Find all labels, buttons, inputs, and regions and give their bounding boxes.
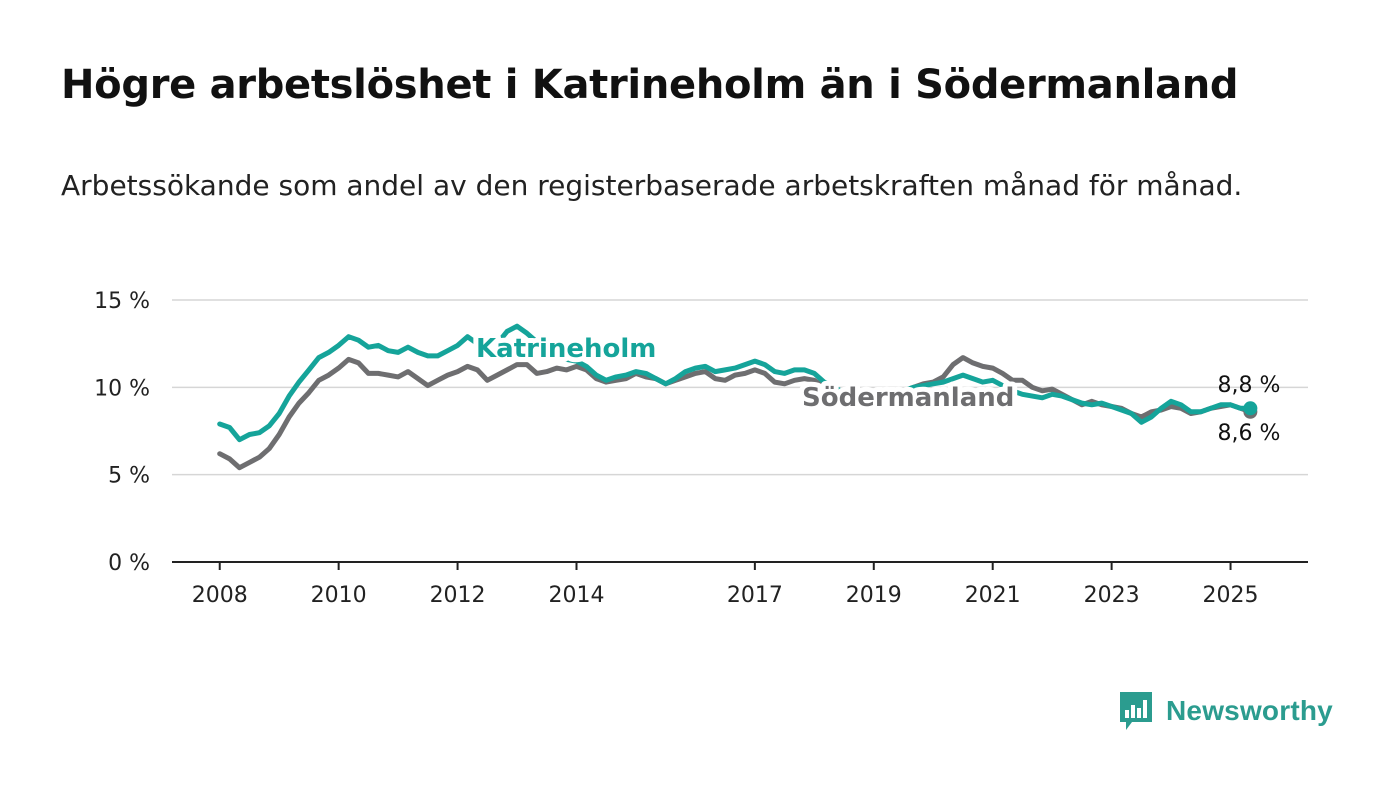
y-tick-label: 0 % (108, 551, 150, 576)
series-labels: KatrineholmKatrineholmSödermanlandSöderm… (471, 329, 1280, 446)
chart-subtitle: Arbetssökande som andel av den registerb… (61, 169, 1243, 202)
x-tick-label: 2025 (1203, 583, 1259, 608)
end-label-sodermanland: 8,6 % (1217, 421, 1280, 446)
series-label-halo: Katrineholm (476, 334, 656, 364)
x-tick-label: 2008 (192, 583, 248, 608)
series-label-halo: Södermanland (802, 383, 1014, 413)
brand-name: Newsworthy (1166, 695, 1333, 726)
x-tick-label: 2021 (965, 583, 1021, 608)
x-tick-label: 2023 (1084, 583, 1140, 608)
newsworthy-logo: Newsworthy (1118, 690, 1333, 732)
series-line-katrineholm (217, 323, 1253, 443)
x-axis-ticks: 2008 2010 2012 2014 2017 2019 2021 2023 2025 (192, 562, 1259, 608)
series-label-katrineholm: Katrineholm (476, 334, 656, 364)
bar-chart-speech-bubble-icon (1120, 692, 1152, 730)
y-tick-label: 10 % (94, 376, 150, 401)
y-grid (172, 299, 1308, 563)
series-label-södermanland: Södermanland (802, 383, 1014, 413)
x-tick-label: 2014 (548, 583, 604, 608)
y-axis-ticks: 0 % 5 % 10 % 15 % (94, 289, 150, 576)
x-tick-label: 2010 (311, 583, 367, 608)
series-lines (217, 323, 1258, 471)
series-line-södermanland (217, 355, 1253, 471)
end-label-katrineholm: 8,8 % (1217, 373, 1280, 398)
x-tick-label: 2012 (430, 583, 486, 608)
end-point-katrineholm (1243, 401, 1258, 416)
y-tick-label: 15 % (94, 289, 150, 314)
x-tick-label: 2017 (727, 583, 783, 608)
y-tick-label: 5 % (108, 464, 150, 489)
x-tick-label: 2019 (846, 583, 902, 608)
chart-title: Högre arbetslöshet i Katrineholm än i Sö… (61, 62, 1239, 108)
